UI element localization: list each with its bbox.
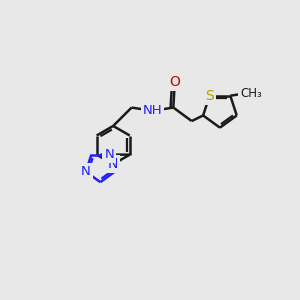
Text: N: N bbox=[104, 148, 114, 161]
Text: N: N bbox=[81, 165, 91, 178]
Text: NH: NH bbox=[142, 103, 162, 116]
Text: N: N bbox=[108, 157, 119, 171]
Text: S: S bbox=[205, 89, 214, 103]
Text: O: O bbox=[169, 75, 180, 89]
Text: CH₃: CH₃ bbox=[240, 87, 262, 100]
